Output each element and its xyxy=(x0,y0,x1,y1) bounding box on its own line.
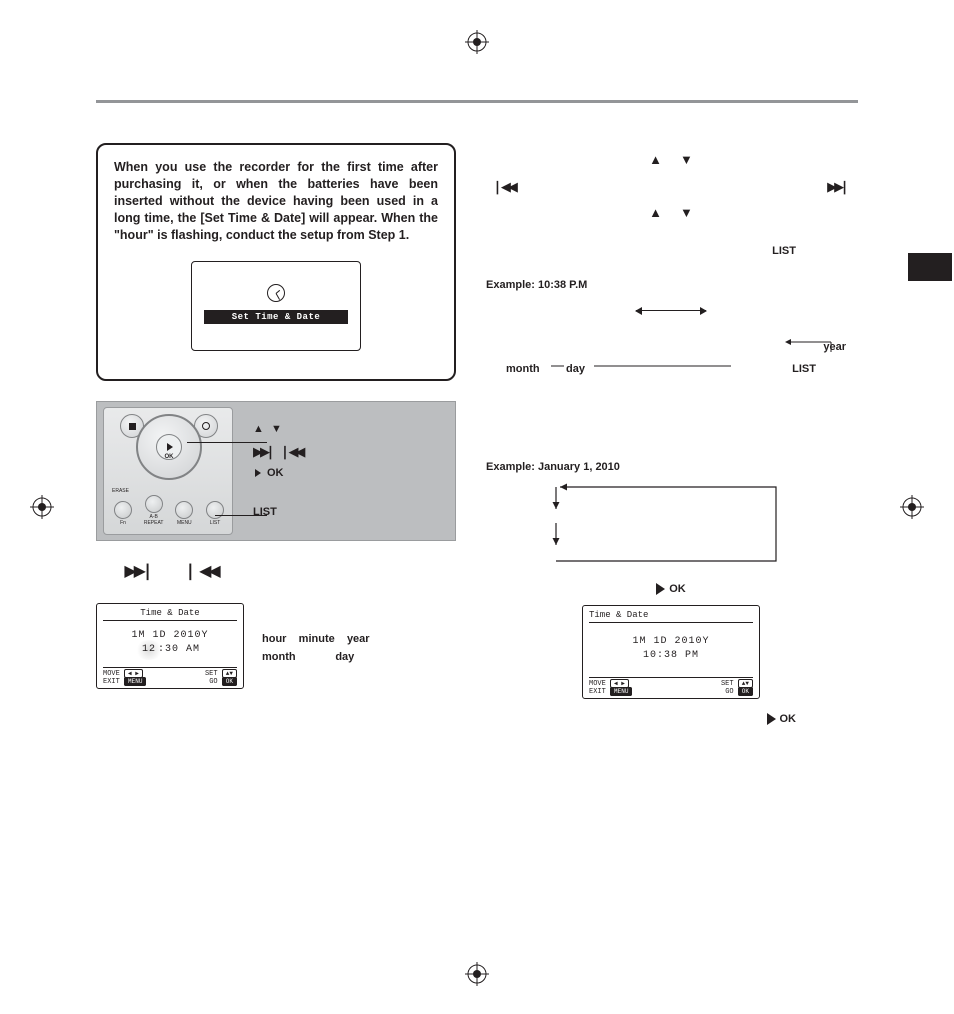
fn-button: Fn xyxy=(112,501,134,527)
lcd2-title: Time & Date xyxy=(589,610,753,623)
ff-icon xyxy=(827,175,850,198)
step2-block: ▲ ▼ ▲ ▼ LIST Example: 10:38 P.M xyxy=(486,143,856,573)
list-button: LIST xyxy=(204,501,226,527)
left-column: When you use the recorder for the first … xyxy=(96,143,456,728)
device-screen-preview: Set Time & Date xyxy=(191,261,361,351)
ok-label: OK xyxy=(267,464,284,484)
updown-glyphs: ▲ ▼ xyxy=(253,420,284,440)
step3-block: OK Time & Date 1M 1D 2010Y 10:38 PM MOVE… xyxy=(486,583,856,728)
play-icon xyxy=(255,469,261,477)
play-ok-1: OK xyxy=(656,583,686,595)
regmark-left xyxy=(30,495,54,519)
controls-legend: ▲ ▼ OK LIST xyxy=(253,420,302,524)
regmark-bottom xyxy=(465,962,489,986)
device-controls-panel: OK ERASE Fn A-BREPEAT MENU LIST ▲ ▼ OK xyxy=(96,401,456,541)
dpad-center: OK xyxy=(156,434,182,460)
list-right-1: LIST xyxy=(772,245,796,257)
list-label: LIST xyxy=(253,503,277,523)
step1-ffrw xyxy=(96,561,246,581)
page-content: When you use the recorder for the first … xyxy=(96,100,858,728)
menu-button: MENU xyxy=(173,501,195,527)
rw-icon xyxy=(492,175,515,198)
side-tab xyxy=(908,253,952,281)
ab-repeat-button: A-BREPEAT xyxy=(143,495,165,526)
updown-2: ▲ ▼ xyxy=(649,205,693,220)
dbl-arrow-icon xyxy=(636,310,706,312)
step1-terms: hour minute year month day xyxy=(262,561,456,689)
screen-banner: Set Time & Date xyxy=(204,310,348,324)
lcd2-line1: 1M 1D 2010Y xyxy=(632,636,709,647)
updown-1: ▲ ▼ xyxy=(649,152,693,167)
device-illustration: OK ERASE Fn A-BREPEAT MENU LIST xyxy=(103,407,233,535)
lcd-screen-1: Time & Date 1M 1D 2010Y 12:30 AM MOVE ◀ … xyxy=(96,603,244,689)
lcd1-title: Time & Date xyxy=(103,608,237,621)
play-ok-2: OK xyxy=(767,713,797,725)
lcd2-line2: 10:38 PM xyxy=(643,650,699,661)
regmark-right xyxy=(900,495,924,519)
leader-line-1 xyxy=(187,442,267,443)
header-rule xyxy=(96,100,858,103)
leader-line-2 xyxy=(215,515,267,516)
dpad-ring: OK xyxy=(136,414,202,480)
intro-text: When you use the recorder for the first … xyxy=(114,160,438,242)
lcd-screen-2: Time & Date 1M 1D 2010Y 10:38 PM MOVE ◀ … xyxy=(582,605,760,699)
lcd1-rest: :30 AM xyxy=(158,644,200,655)
intro-box: When you use the recorder for the first … xyxy=(96,143,456,381)
rotation-diagram xyxy=(486,483,856,573)
button-row: Fn A-BREPEAT MENU LIST xyxy=(112,488,226,526)
example-time: Example: 10:38 P.M xyxy=(486,276,856,295)
step1-area: Time & Date 1M 1D 2010Y 12:30 AM MOVE ◀ … xyxy=(96,561,456,689)
clock-icon xyxy=(267,284,285,302)
date-order-diagram: year month day LIST xyxy=(486,338,856,448)
lcd1-flash: 12 xyxy=(140,643,158,657)
right-column: ▲ ▼ ▲ ▼ LIST Example: 10:38 P.M xyxy=(486,143,856,728)
example-date: Example: January 1, 2010 xyxy=(486,458,856,477)
regmark-top xyxy=(465,30,489,54)
